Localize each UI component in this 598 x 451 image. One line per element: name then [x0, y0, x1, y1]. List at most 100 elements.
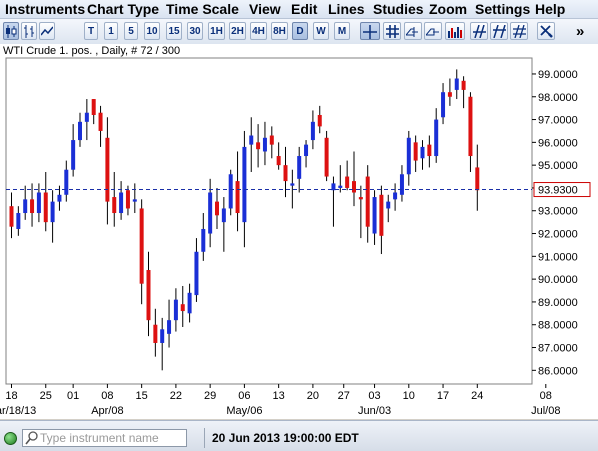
grid-button[interactable]: [383, 22, 401, 40]
y-tick-label: 96.0000: [538, 137, 578, 149]
timeframe-4h-button[interactable]: 4H: [250, 22, 267, 40]
candle-body: [249, 135, 254, 145]
crosshair-button[interactable]: [360, 22, 380, 40]
last-price-box: [533, 182, 591, 198]
timeframe-5-button[interactable]: 5: [124, 22, 138, 40]
y-tick-label: 89.0000: [538, 297, 578, 309]
candle-body: [167, 320, 172, 334]
menu-view[interactable]: View: [249, 1, 281, 17]
volume-button[interactable]: [445, 22, 465, 40]
x-month-label: Jul/08: [531, 405, 560, 417]
menu-settings[interactable]: Settings: [475, 1, 531, 17]
candle-body: [345, 176, 350, 188]
timeframe-tick-button[interactable]: T: [84, 22, 98, 40]
chart-panel[interactable]: WTI Crude 1. pos. , Daily, # 72 / 300 86…: [0, 44, 598, 419]
candle-body: [119, 192, 124, 214]
candle-body: [221, 208, 226, 223]
candle-body: [30, 199, 35, 214]
timeframe-2h-button[interactable]: 2H: [229, 22, 246, 40]
menu-zoom[interactable]: Zoom: [429, 1, 468, 17]
candle-body: [447, 92, 452, 97]
timeframe-30-button[interactable]: 30: [187, 22, 203, 40]
candle-body: [50, 201, 55, 223]
timeframe-8h-button[interactable]: 8H: [271, 22, 288, 40]
y-tick-label: 91.0000: [538, 251, 578, 263]
x-day-label: 29: [204, 390, 216, 402]
candle-body: [36, 192, 41, 214]
candle-body: [352, 181, 356, 193]
menu-edit[interactable]: Edit: [291, 1, 318, 17]
draw-fibonacci-button[interactable]: [510, 22, 528, 40]
delete-tool-icon: [539, 25, 553, 38]
chevron-right-icon[interactable]: »: [576, 23, 585, 40]
instrument-search[interactable]: [22, 429, 187, 447]
x-day-label: 27: [338, 390, 350, 402]
x-day-label: 10: [403, 390, 415, 402]
zoom-in-button[interactable]: [404, 22, 422, 40]
menu-instruments[interactable]: Instruments: [5, 1, 86, 17]
candle-body: [331, 183, 336, 191]
candle-body: [208, 192, 213, 234]
status-timestamp: 20 Jun 2013 19:00:00 EDT: [212, 431, 359, 445]
candle-body: [16, 213, 21, 229]
candle-body: [283, 165, 288, 182]
candle-body: [406, 137, 411, 175]
timeframe-1h-button[interactable]: 1H: [208, 22, 225, 40]
x-day-label: 15: [136, 390, 148, 402]
candle-body: [372, 197, 377, 234]
timeframe-daily-button[interactable]: D: [292, 22, 308, 40]
ohlc-bar-icon: [24, 25, 34, 38]
x-day-label: 18: [5, 390, 17, 402]
y-tick-label: 88.0000: [538, 320, 578, 332]
instrument-search-input[interactable]: [40, 431, 184, 445]
candle-body: [153, 324, 158, 343]
candlestick-chart-button[interactable]: [3, 22, 19, 40]
candle-body: [379, 194, 384, 236]
x-day-label: 20: [307, 390, 319, 402]
fibonacci-icon: [512, 25, 526, 38]
candle-body: [57, 194, 62, 202]
candle-body: [324, 137, 329, 177]
timeframe-monthly-button[interactable]: M: [334, 22, 350, 40]
timeframe-1-button[interactable]: 1: [104, 22, 118, 40]
menu-help[interactable]: Help: [535, 1, 566, 17]
price-chart[interactable]: 86.0000 87.0000 88.0000 89.0000 90.0000 91.00…: [0, 44, 598, 419]
menu-lines[interactable]: Lines: [328, 1, 365, 17]
x-day-label: 22: [170, 390, 182, 402]
candle-body: [461, 80, 466, 90]
x-day-label: 24: [471, 390, 483, 402]
candle-body: [310, 121, 315, 141]
line-chart-button[interactable]: [39, 22, 55, 40]
bar-chart-button[interactable]: [21, 22, 37, 40]
timeframe-10-button[interactable]: 10: [144, 22, 160, 40]
candle-body: [112, 197, 117, 214]
x-month-label: Mar/18/13: [0, 405, 36, 417]
candle-body: [386, 201, 391, 209]
draw-channel-button[interactable]: [490, 22, 508, 40]
candle-body: [194, 251, 199, 296]
timeframe-15-button[interactable]: 15: [166, 22, 182, 40]
menu-chart-type[interactable]: Chart Type: [87, 1, 160, 17]
candle-body: [434, 119, 439, 157]
candle-body: [98, 112, 103, 131]
draw-trendline-button[interactable]: [470, 22, 488, 40]
x-month-label: Jun/03: [358, 405, 391, 417]
y-tick-label: 87.0000: [538, 343, 578, 355]
x-day-label: 03: [368, 390, 380, 402]
timeframe-weekly-button[interactable]: W: [313, 22, 329, 40]
candle-body: [276, 156, 281, 166]
x-day-label: 08: [540, 390, 552, 402]
chart-title: WTI Crude 1. pos. , Daily, # 72 / 300: [3, 45, 181, 57]
candle-body: [256, 142, 261, 150]
candle-body: [180, 304, 185, 312]
x-day-label: 25: [40, 390, 52, 402]
menu-studies[interactable]: Studies: [373, 1, 424, 17]
zoom-in-icon: [406, 27, 418, 37]
candle-body: [420, 146, 425, 159]
zoom-out-button[interactable]: [424, 22, 442, 40]
connection-status-icon: [4, 432, 17, 445]
menu-time-scale[interactable]: Time Scale: [166, 1, 239, 17]
candle-body: [454, 78, 459, 90]
search-icon: [25, 431, 38, 445]
delete-drawings-button[interactable]: [537, 22, 555, 40]
